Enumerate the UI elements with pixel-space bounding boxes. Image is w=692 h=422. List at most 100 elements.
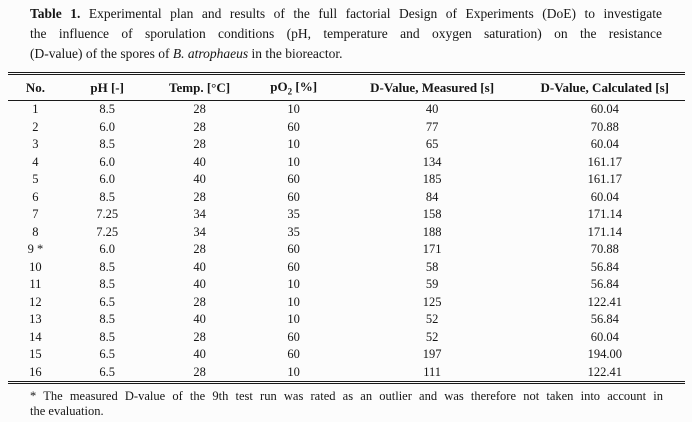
table-cell: 60.04	[590, 102, 619, 116]
table-cell: 35	[287, 207, 300, 221]
table-cell: 28	[193, 102, 206, 116]
table-cell: 52	[425, 312, 439, 326]
table-row: 13 8.5 40 10 52 56.84	[8, 311, 685, 329]
table-row: 4 6.0 40 10 134 161.17	[8, 154, 685, 172]
table-cell: 8.5	[99, 102, 115, 116]
table-header: No. pH [-] Temp. [°C] pO2 [%] D-Value, M…	[8, 74, 685, 101]
col-header-temp: Temp. [°C]	[169, 79, 231, 95]
col-header-dvalue-calculated: D-Value, Calculated [s]	[540, 79, 669, 95]
table-cell: 158	[422, 207, 442, 221]
table-cell: 28	[193, 137, 206, 151]
table-cell: 60	[287, 259, 300, 274]
table-cell: 60.04	[590, 137, 619, 151]
table-cell: 111	[423, 364, 442, 379]
caption-table-label: Table 1.	[30, 6, 81, 21]
table-cell: 40	[193, 277, 206, 291]
caption-line-3: (D-value) of the spores of B. atrophaeus…	[30, 44, 662, 64]
table-cell: 122.41	[587, 294, 622, 309]
table-cell: 8.5	[99, 277, 115, 291]
header-row: No. pH [-] Temp. [°C] pO2 [%] D-Value, M…	[8, 74, 685, 101]
table-cell: 35	[287, 224, 300, 239]
table-cell: 65	[425, 137, 439, 151]
table-cell: 7.25	[96, 207, 119, 221]
table-cell: 171.14	[587, 224, 622, 239]
footnote-line-2: the evaluation.	[30, 404, 104, 418]
table-cell: 77	[425, 119, 439, 134]
table-cell: 8.5	[99, 259, 115, 274]
table-cell: 8.5	[99, 189, 115, 204]
table-row: 1 8.5 28 10 40 60.04	[8, 101, 685, 119]
table-body: 1 8.5 28 10 40 60.04 2 6.0 28 60 77 70.88 3 8.5 28 10 65…	[8, 101, 685, 383]
table-cell: 28	[193, 329, 206, 344]
table-cell: 10	[287, 364, 300, 379]
table-cell: 185	[422, 172, 442, 186]
caption-line-3-pre: (D-value) of the spores of	[30, 46, 173, 61]
table-cell: 70.88	[590, 242, 619, 256]
table-cell: 10	[287, 294, 300, 309]
col-header-po2: pO2 [%]	[248, 74, 340, 101]
table-cell: 60	[287, 172, 300, 186]
table-cell: 2	[32, 119, 39, 134]
table-cell: 171.14	[587, 207, 622, 221]
caption-line-2: the influence of sporulation conditions …	[30, 26, 662, 41]
col-header-po2-subscript: 2	[287, 86, 293, 97]
table-row: 8 7.25 34 35 188 171.14	[8, 224, 685, 242]
table-cell: 56.84	[590, 312, 619, 326]
table-cell: 40	[193, 347, 206, 361]
table-cell: 40	[193, 259, 206, 274]
table-cell: 58	[425, 259, 439, 274]
table-cell: 6.0	[99, 119, 115, 134]
table-cell: 28	[193, 364, 206, 379]
table-cell: 1	[32, 102, 39, 116]
species-name-italic: B. atrophaeus	[172, 46, 249, 61]
table-cell: 3	[32, 137, 39, 151]
col-header-no: No.	[25, 79, 45, 95]
table-row: 5 6.0 40 60 185 161.17	[8, 171, 685, 189]
table-cell: 60	[287, 119, 300, 134]
caption-line-1-text: Experimental plan and results of the ful…	[80, 6, 662, 21]
table-cell: 6.0	[99, 154, 115, 169]
table-row: 6 8.5 28 60 84 60.04	[8, 189, 685, 207]
table-cell: 28	[193, 189, 206, 204]
table-cell: 125	[422, 294, 442, 309]
table-cell: 40	[193, 312, 206, 326]
col-header-dvalue-measured: D-Value, Measured [s]	[370, 79, 495, 95]
table-cell: 56.84	[590, 277, 619, 291]
table-cell: 8.5	[99, 329, 115, 344]
table-cell: 7.25	[96, 224, 119, 239]
table-cell: 9 *	[27, 242, 44, 256]
table-row: 10 8.5 40 60 58 56.84	[8, 259, 685, 277]
caption-line-3-post: in the bioreactor.	[248, 46, 343, 61]
table-cell: 12	[29, 294, 42, 309]
table-cell: 40	[193, 154, 206, 169]
table-cell: 60	[287, 189, 300, 204]
table-cell: 14	[29, 329, 42, 344]
table-cell: 60.04	[590, 189, 619, 204]
table-cell: 6.5	[99, 347, 115, 361]
table-cell: 10	[287, 312, 300, 326]
table-cell: 8.5	[99, 312, 115, 326]
table-cell: 10	[287, 277, 300, 291]
table-cell: 10	[287, 102, 300, 116]
table-cell: 60	[287, 347, 300, 361]
table-cell: 28	[193, 294, 206, 309]
table-cell: 40	[425, 102, 439, 116]
table-cell: 13	[29, 312, 42, 326]
table-caption: Table 1. Experimental plan and results o…	[30, 4, 662, 64]
table-cell: 56.84	[590, 259, 619, 274]
table-cell: 34	[193, 224, 206, 239]
table-cell: 6.5	[99, 364, 115, 379]
table-cell: 60	[287, 242, 300, 256]
table-cell: 6.0	[99, 242, 115, 256]
doe-results-table: No. pH [-] Temp. [°C] pO2 [%] D-Value, M…	[8, 72, 685, 384]
table-row: 11 8.5 40 10 59 56.84	[8, 276, 685, 294]
table-cell: 6	[32, 189, 39, 204]
table-row: 16 6.5 28 10 111 122.41	[8, 364, 685, 383]
table-footnote: * The measured D-value of the 9th test r…	[30, 389, 663, 419]
table-cell: 122.41	[587, 364, 622, 379]
table-cell: 10	[287, 137, 300, 151]
table-cell: 59	[425, 277, 439, 291]
table-row: 2 6.0 28 60 77 70.88	[8, 119, 685, 137]
table-row: 9 * 6.0 28 60 171 70.88	[8, 241, 685, 259]
table-row: 12 6.5 28 10 125 122.41	[8, 294, 685, 312]
